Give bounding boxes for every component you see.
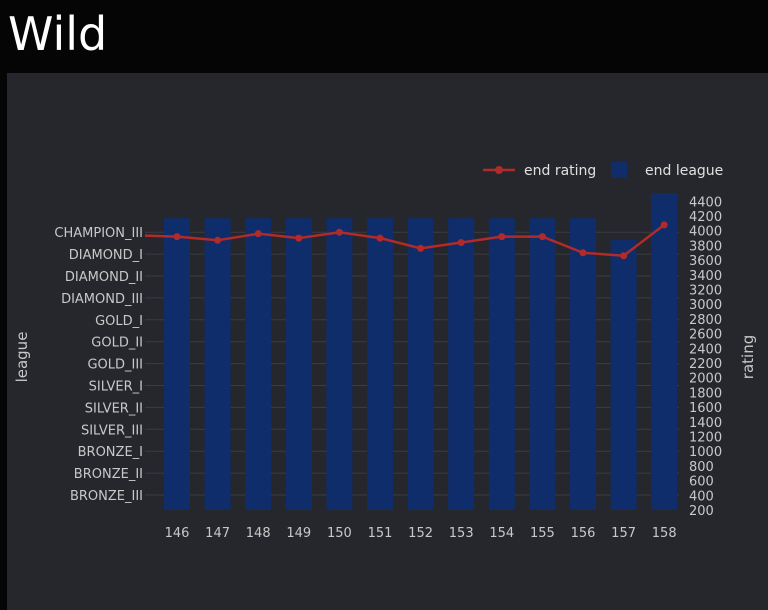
line-series [144, 221, 668, 260]
x-tick-label: 147 [205, 526, 230, 541]
x-tick-label: 153 [449, 526, 474, 541]
right-tick-label: 3800 [689, 239, 722, 254]
x-tick-label: 154 [489, 526, 514, 541]
legend-marker-swatch [495, 166, 503, 174]
rating-point[interactable] [295, 234, 303, 242]
rating-point[interactable] [457, 239, 465, 247]
rating-line [144, 223, 665, 258]
left-tick-label: GOLD_III [87, 358, 143, 373]
legend-label-end-rating: end rating [524, 163, 596, 179]
rating-point[interactable] [214, 236, 222, 244]
right-tick-label: 2600 [689, 328, 722, 343]
rating-point[interactable] [376, 234, 384, 242]
left-tick-label: BRONZE_I [78, 445, 143, 460]
x-tick-label: 146 [165, 526, 190, 541]
page-title: Wild [8, 7, 108, 61]
legend-item-end-league[interactable]: end league [611, 162, 723, 179]
x-tick-label: 152 [408, 526, 433, 541]
right-tick-label: 800 [689, 460, 714, 475]
legend-item-end-rating[interactable]: end rating [483, 163, 596, 179]
right-tick-label: 4400 [689, 195, 722, 210]
league-bar[interactable] [448, 218, 475, 510]
right-tick-label: 2000 [689, 372, 722, 387]
right-axis-title: rating [739, 335, 757, 379]
right-tick-label: 3200 [689, 284, 722, 299]
rating-point[interactable] [498, 233, 506, 241]
right-tick-label: 3400 [689, 269, 722, 284]
legend-label-end-league: end league [645, 163, 723, 179]
legend-bar-swatch [611, 162, 627, 178]
left-axis-title: league [13, 332, 31, 383]
x-tick-label: 149 [286, 526, 311, 541]
league-bar[interactable] [164, 218, 190, 510]
x-tick-label: 150 [327, 526, 352, 541]
league-bar[interactable] [367, 218, 393, 510]
right-tick-label: 400 [689, 489, 714, 504]
rating-point[interactable] [417, 244, 425, 252]
league-bar[interactable] [407, 218, 434, 510]
legend[interactable]: end rating end league [483, 162, 723, 179]
rating-point[interactable] [538, 233, 546, 241]
right-tick-label: 4200 [689, 210, 722, 225]
x-tick-label: 148 [246, 526, 271, 541]
x-tick-label: 158 [652, 526, 677, 541]
right-tick-label: 1000 [689, 445, 722, 460]
right-tick-label: 3600 [689, 254, 722, 269]
combo-chart: BRONZE_III BRONZE_II BRONZE_I SILVER_III SIL… [13, 162, 757, 541]
left-tick-label: BRONZE_II [74, 467, 143, 482]
left-tick-label: CHAMPION_III [54, 226, 143, 241]
left-tick-label: SILVER_II [85, 401, 143, 416]
league-bar[interactable] [204, 218, 231, 510]
rating-point[interactable] [660, 221, 668, 229]
left-tick-label: GOLD_I [95, 314, 143, 329]
league-bar[interactable] [529, 218, 556, 510]
left-tick-label: DIAMOND_II [65, 270, 143, 285]
right-axis-ticks: 2004006008001000120014001600180020002200… [689, 195, 722, 519]
x-axis-ticks: 146 147 148 149 150 151 152 153 154 155 156 157 158 [165, 526, 677, 541]
right-tick-label: 1200 [689, 431, 722, 446]
rating-point[interactable] [173, 233, 181, 241]
right-tick-label: 200 [689, 504, 714, 519]
right-tick-label: 2800 [689, 313, 722, 328]
left-axis-ticks: BRONZE_III BRONZE_II BRONZE_I SILVER_III SIL… [54, 226, 143, 504]
right-tick-label: 3000 [689, 298, 722, 313]
rating-point[interactable] [335, 228, 343, 236]
right-tick-label: 2400 [689, 342, 722, 357]
league-bar[interactable] [285, 218, 312, 510]
right-tick-label: 1600 [689, 401, 722, 416]
x-tick-label: 157 [611, 526, 636, 541]
bar-series [164, 193, 678, 510]
x-tick-label: 156 [571, 526, 596, 541]
right-tick-label: 1800 [689, 386, 722, 401]
chart-panel: BRONZE_III BRONZE_II BRONZE_I SILVER_III SIL… [7, 73, 768, 610]
league-bar[interactable] [488, 218, 515, 510]
x-tick-label: 155 [530, 526, 555, 541]
league-bar[interactable] [245, 218, 272, 510]
left-tick-label: SILVER_I [89, 380, 143, 395]
league-bar[interactable] [610, 240, 637, 510]
x-tick-label: 151 [368, 526, 393, 541]
right-tick-label: 4000 [689, 225, 722, 240]
league-bar[interactable] [570, 218, 596, 510]
right-tick-label: 2200 [689, 357, 722, 372]
rating-point[interactable] [254, 230, 262, 238]
left-tick-label: DIAMOND_III [61, 292, 143, 307]
left-tick-label: GOLD_II [91, 336, 143, 351]
league-bar[interactable] [326, 218, 353, 510]
right-tick-label: 1400 [689, 416, 722, 431]
right-tick-label: 600 [689, 475, 714, 490]
left-tick-label: DIAMOND_I [69, 248, 143, 263]
left-tick-label: SILVER_III [81, 423, 143, 438]
league-bar[interactable] [651, 193, 678, 510]
rating-point[interactable] [620, 252, 628, 260]
rating-point[interactable] [579, 249, 587, 257]
left-tick-label: BRONZE_III [70, 489, 143, 504]
